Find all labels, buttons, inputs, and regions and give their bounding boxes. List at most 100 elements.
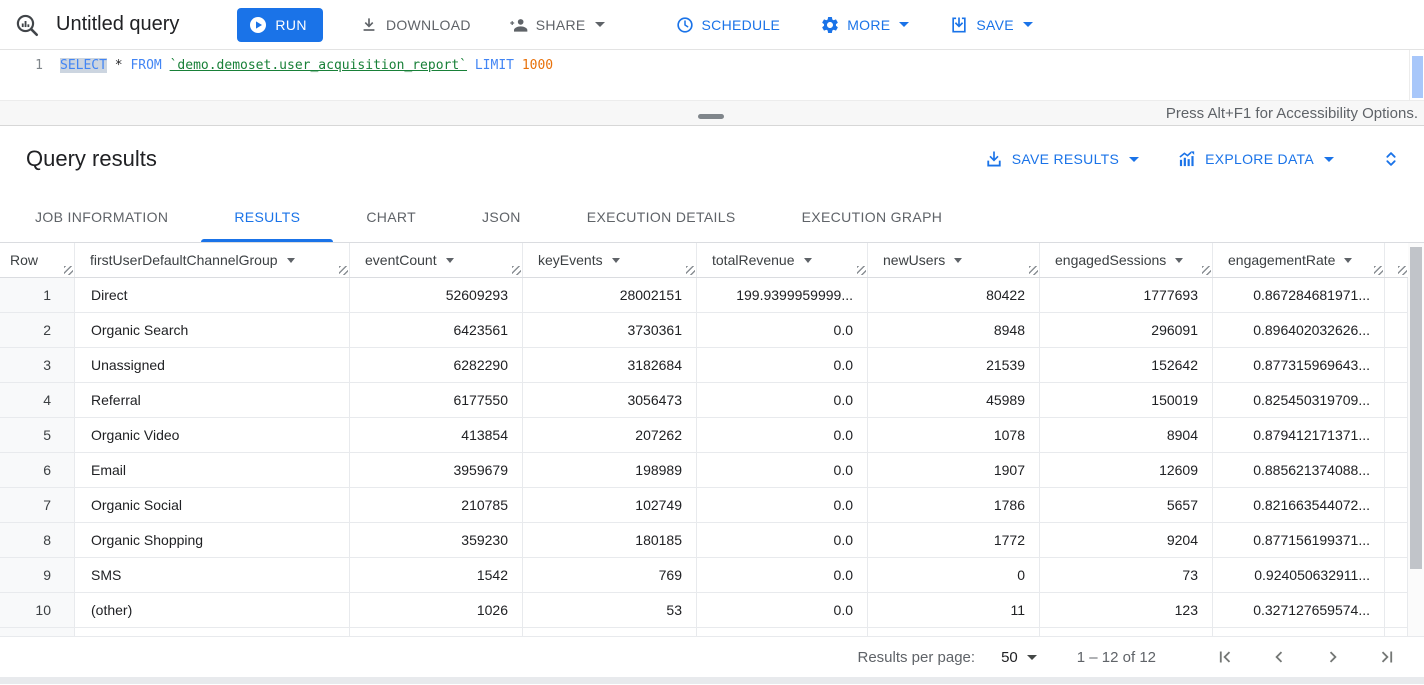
last-page-button[interactable] bbox=[1376, 646, 1398, 668]
sql-editor[interactable]: 1 SELECT * FROM `demo.demoset.user_acqui… bbox=[0, 50, 1424, 100]
column-header-keyEvents[interactable]: keyEvents bbox=[523, 243, 697, 277]
cell-newUsers[interactable]: 0 bbox=[868, 558, 1040, 592]
column-menu-caret-icon[interactable] bbox=[286, 257, 295, 263]
cell-keyEvents[interactable]: 207262 bbox=[523, 418, 697, 452]
cell-engagedSessions[interactable]: 152642 bbox=[1040, 348, 1213, 382]
cell-engagementRate[interactable]: 0.877156199371... bbox=[1213, 523, 1385, 557]
editor-scrollbar[interactable] bbox=[1409, 50, 1424, 100]
cell-firstUserDefaultChannelGroup[interactable]: Direct bbox=[75, 278, 350, 312]
cell-totalRevenue[interactable]: 199.9399959999... bbox=[697, 278, 868, 312]
column-menu-caret-icon[interactable] bbox=[611, 257, 620, 263]
row-number-cell[interactable]: 2 bbox=[0, 313, 75, 347]
cell-eventCount[interactable]: 359230 bbox=[350, 523, 523, 557]
cell-totalRevenue[interactable]: 0.0 bbox=[697, 523, 868, 557]
cell-eventCount[interactable]: 6177550 bbox=[350, 383, 523, 417]
cell-engagedSessions[interactable]: 9204 bbox=[1040, 523, 1213, 557]
cell-firstUserDefaultChannelGroup[interactable]: Referral bbox=[75, 383, 350, 417]
cell-engagementRate[interactable]: 0.821663544072... bbox=[1213, 488, 1385, 522]
editor-scrollbar-thumb[interactable] bbox=[1412, 56, 1423, 98]
save-results-button[interactable]: SAVE RESULTS bbox=[984, 149, 1140, 169]
cell-engagementRate[interactable]: 0.825450319709... bbox=[1213, 383, 1385, 417]
run-button[interactable]: RUN bbox=[237, 7, 323, 42]
column-resize-grip[interactable] bbox=[1029, 266, 1038, 275]
cell-totalRevenue[interactable]: 0.0 bbox=[697, 418, 868, 452]
cell-engagedSessions[interactable]: 12609 bbox=[1040, 453, 1213, 487]
cell-engagementRate[interactable]: 0.924050632911... bbox=[1213, 558, 1385, 592]
cell-newUsers[interactable]: 1772 bbox=[868, 523, 1040, 557]
table-row[interactable]: 7 Organic Social 210785 102749 0.0 1786 5657 0.… bbox=[0, 488, 1424, 523]
column-resize-grip[interactable] bbox=[686, 266, 695, 275]
row-number-cell[interactable]: 8 bbox=[0, 523, 75, 557]
expand-results-button[interactable] bbox=[1380, 148, 1402, 170]
cell-eventCount[interactable]: 3959679 bbox=[350, 453, 523, 487]
previous-page-button[interactable] bbox=[1268, 646, 1290, 668]
sql-table-reference[interactable]: `demo.demoset.user_acquisition_report` bbox=[169, 58, 468, 73]
column-resize-grip[interactable] bbox=[857, 266, 866, 275]
cell-eventCount[interactable]: 937 bbox=[350, 628, 523, 636]
column-resize-grip[interactable] bbox=[64, 266, 73, 275]
cell-firstUserDefaultChannelGroup[interactable]: Organic Search bbox=[75, 313, 350, 347]
cell-firstUserDefaultChannelGroup[interactable]: (other) bbox=[75, 593, 350, 627]
cell-newUsers[interactable]: 21539 bbox=[868, 348, 1040, 382]
column-menu-caret-icon[interactable] bbox=[1344, 257, 1353, 263]
cell-keyEvents[interactable]: 28002151 bbox=[523, 278, 697, 312]
column-resize-grip[interactable] bbox=[1202, 266, 1211, 275]
table-row[interactable]: 10 (other) 1026 53 0.0 11 123 0.327127659574... bbox=[0, 593, 1424, 628]
cell-engagementRate[interactable]: 0.885621374088... bbox=[1213, 453, 1385, 487]
cell-totalRevenue[interactable]: 0.0 bbox=[697, 348, 868, 382]
row-number-cell[interactable]: 7 bbox=[0, 488, 75, 522]
tab-json[interactable]: JSON bbox=[482, 209, 521, 225]
table-row[interactable]: 3 Unassigned 6282290 3182684 0.0 21539 152642 0… bbox=[0, 348, 1424, 383]
cell-eventCount[interactable]: 210785 bbox=[350, 488, 523, 522]
table-row[interactable]: 2 Organic Search 6423561 3730361 0.0 8948 2960… bbox=[0, 313, 1424, 348]
cell-totalRevenue[interactable]: 0.0 bbox=[697, 313, 868, 347]
cell-keyEvents[interactable]: 198989 bbox=[523, 453, 697, 487]
cell-eventCount[interactable]: 1542 bbox=[350, 558, 523, 592]
column-menu-caret-icon[interactable] bbox=[803, 257, 812, 263]
cell-engagedSessions[interactable]: 4 bbox=[1040, 628, 1213, 636]
cell-newUsers[interactable]: 80422 bbox=[868, 278, 1040, 312]
cell-totalRevenue[interactable]: 0.0 bbox=[697, 593, 868, 627]
column-header-newUsers[interactable]: newUsers bbox=[868, 243, 1040, 277]
cell-newUsers[interactable]: 1786 bbox=[868, 488, 1040, 522]
cell-keyEvents[interactable]: 3182684 bbox=[523, 348, 697, 382]
column-header-eventCount[interactable]: eventCount bbox=[350, 243, 523, 277]
column-resize-grip[interactable] bbox=[339, 266, 348, 275]
cell-engagedSessions[interactable]: 73 bbox=[1040, 558, 1213, 592]
cell-newUsers[interactable]: 11 bbox=[868, 593, 1040, 627]
cell-engagementRate[interactable]: 1.0 bbox=[1213, 628, 1385, 636]
column-header-firstUserDefaultChannelGroup[interactable]: firstUserDefaultChannelGroup bbox=[75, 243, 350, 277]
cell-firstUserDefaultChannelGroup[interactable]: Email bbox=[75, 453, 350, 487]
cell-newUsers[interactable]: 1078 bbox=[868, 418, 1040, 452]
cell-engagementRate[interactable]: 0.896402032626... bbox=[1213, 313, 1385, 347]
cell-keyEvents[interactable]: 3056473 bbox=[523, 383, 697, 417]
row-number-cell[interactable]: 5 bbox=[0, 418, 75, 452]
cell-engagedSessions[interactable]: 123 bbox=[1040, 593, 1213, 627]
table-row[interactable]: 8 Organic Shopping 359230 180185 0.0 1772 9204… bbox=[0, 523, 1424, 558]
explore-data-button[interactable]: EXPLORE DATA bbox=[1177, 149, 1334, 169]
share-button[interactable]: SHARE bbox=[503, 7, 611, 43]
cell-eventCount[interactable]: 1026 bbox=[350, 593, 523, 627]
cell-engagementRate[interactable]: 0.877315969643... bbox=[1213, 348, 1385, 382]
cell-newUsers[interactable]: 8948 bbox=[868, 313, 1040, 347]
tab-execution-graph[interactable]: EXECUTION GRAPH bbox=[801, 209, 943, 225]
cell-newUsers[interactable]: 0 bbox=[868, 628, 1040, 636]
page-size-select[interactable]: 50 bbox=[1001, 649, 1037, 666]
cell-totalRevenue[interactable]: 0.0 bbox=[697, 383, 868, 417]
column-header-engagementRate[interactable]: engagementRate bbox=[1213, 243, 1385, 277]
column-resize-grip[interactable] bbox=[1398, 266, 1407, 275]
sql-code-line[interactable]: SELECT * FROM `demo.demoset.user_acquisi… bbox=[60, 50, 553, 100]
next-page-button[interactable] bbox=[1322, 646, 1344, 668]
cell-keyEvents[interactable]: 53 bbox=[523, 593, 697, 627]
column-resize-grip[interactable] bbox=[512, 266, 521, 275]
more-button[interactable]: MORE bbox=[814, 7, 915, 43]
row-number-cell[interactable]: 6 bbox=[0, 453, 75, 487]
cell-keyEvents[interactable]: 102749 bbox=[523, 488, 697, 522]
cell-engagedSessions[interactable]: 296091 bbox=[1040, 313, 1213, 347]
save-button[interactable]: SAVE bbox=[943, 7, 1039, 43]
cell-firstUserDefaultChannelGroup[interactable]: Organic Video bbox=[75, 418, 350, 452]
cell-eventCount[interactable]: 6282290 bbox=[350, 348, 523, 382]
cell-firstUserDefaultChannelGroup[interactable]: Paid Social bbox=[75, 628, 350, 636]
cell-firstUserDefaultChannelGroup[interactable]: Organic Social bbox=[75, 488, 350, 522]
table-row[interactable]: 4 Referral 6177550 3056473 0.0 45989 150019 0.8… bbox=[0, 383, 1424, 418]
